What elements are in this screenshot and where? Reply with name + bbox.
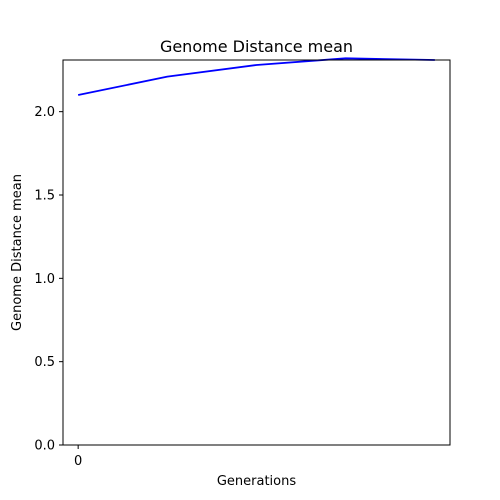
y-tick-label-2: 1.0	[34, 272, 55, 287]
series-line-0	[77, 57, 435, 96]
series-layer	[77, 57, 435, 96]
y-tick-label-4: 2.0	[34, 105, 55, 120]
x-tick-label-0: 0	[74, 454, 82, 469]
x-axis-label: Generations	[217, 474, 297, 489]
axes-layer: 0.0 0.5 1.0 1.5 2.0 0	[34, 59, 451, 469]
plot-area	[63, 60, 450, 445]
y-tick-label-0: 0.0	[34, 439, 55, 454]
y-axis-label: Genome Distance mean	[10, 174, 25, 331]
y-tick-label-3: 1.5	[34, 189, 55, 204]
y-tick-label-1: 0.5	[34, 355, 55, 370]
chart-title: Genome Distance mean	[160, 37, 353, 56]
plot-frame	[62, 59, 451, 446]
